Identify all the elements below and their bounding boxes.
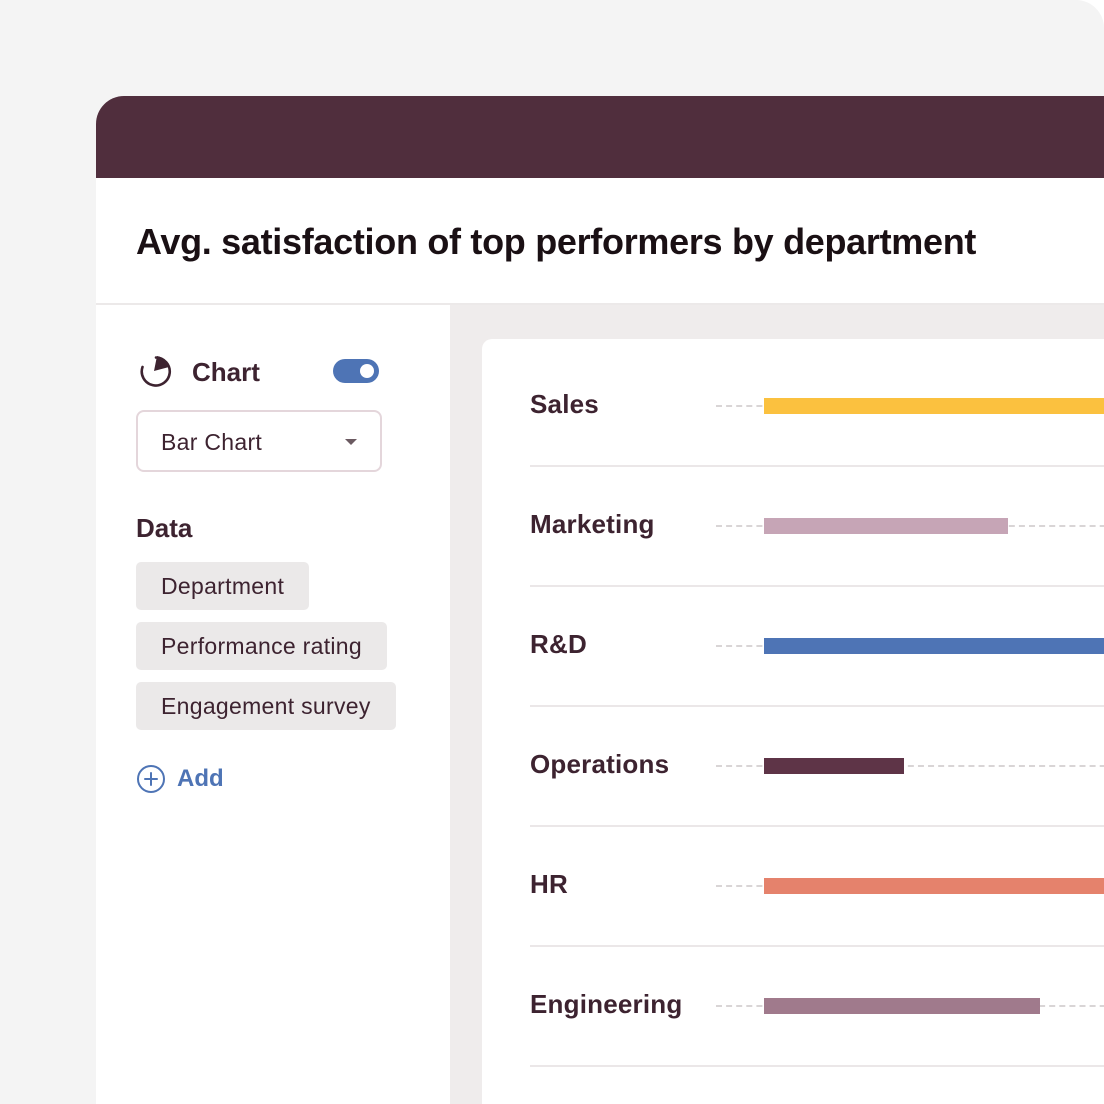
plus-circle-icon [137,765,165,793]
toggle-knob [360,364,374,378]
row-divider [530,585,1104,587]
chart-type-select[interactable]: Bar Chart [136,410,382,472]
bar-label-engineering: Engineering [530,989,683,1019]
chart-area: Sales Marketing R&D Operations HR Engineering [450,305,1104,1104]
bar-engineering[interactable] [764,998,1040,1014]
title-divider [96,303,1104,305]
row-divider [530,825,1104,827]
data-section-heading: Data [136,513,193,543]
bar-marketing[interactable] [764,518,1008,534]
chart-row-engineering: Engineering [482,939,1104,1067]
page-title: Avg. satisfaction of top performers by d… [136,221,977,262]
window-header-bar [96,96,1104,178]
chart-row-r-d: R&D [482,579,1104,707]
chart-row-marketing: Marketing [482,459,1104,587]
bar-label-r-d: R&D [530,629,587,659]
bar-label-operations: Operations [530,749,670,779]
chart-row-sales: Sales [482,339,1104,467]
bar-guide-line [716,765,1104,767]
pie-chart-icon [140,356,172,387]
bar-r-d[interactable] [764,638,1104,654]
data-chip-performance-rating[interactable]: Performance rating [136,622,387,670]
settings-sidebar: Chart Bar Chart Data Department Performa… [96,305,450,1104]
bar-label-sales: Sales [530,389,599,419]
data-chip-department[interactable]: Department [136,562,310,610]
add-data-label: Add [177,765,224,792]
row-divider [530,945,1104,947]
bar-chart-card: Sales Marketing R&D Operations HR Engineering [482,339,1104,1104]
chart-section-label: Chart [192,357,260,387]
bar-operations[interactable] [764,758,904,774]
bar-hr[interactable] [764,878,1104,894]
chart-toggle[interactable] [333,359,379,383]
chart-row-hr: HR [482,819,1104,947]
row-divider [530,705,1104,707]
bar-label-marketing: Marketing [530,509,655,539]
chart-type-value: Bar Chart [161,429,263,455]
report-window: Avg. satisfaction of top performers by d… [96,96,1104,1104]
chart-row-operations: Operations [482,699,1104,827]
chart-section-header: Chart [136,351,386,391]
row-divider [530,465,1104,467]
data-chip-engagement-survey[interactable]: Engagement survey [136,682,396,730]
chevron-down-icon [345,439,357,445]
bar-sales[interactable] [764,398,1104,414]
row-divider [530,1065,1104,1067]
bar-label-hr: HR [530,869,568,899]
